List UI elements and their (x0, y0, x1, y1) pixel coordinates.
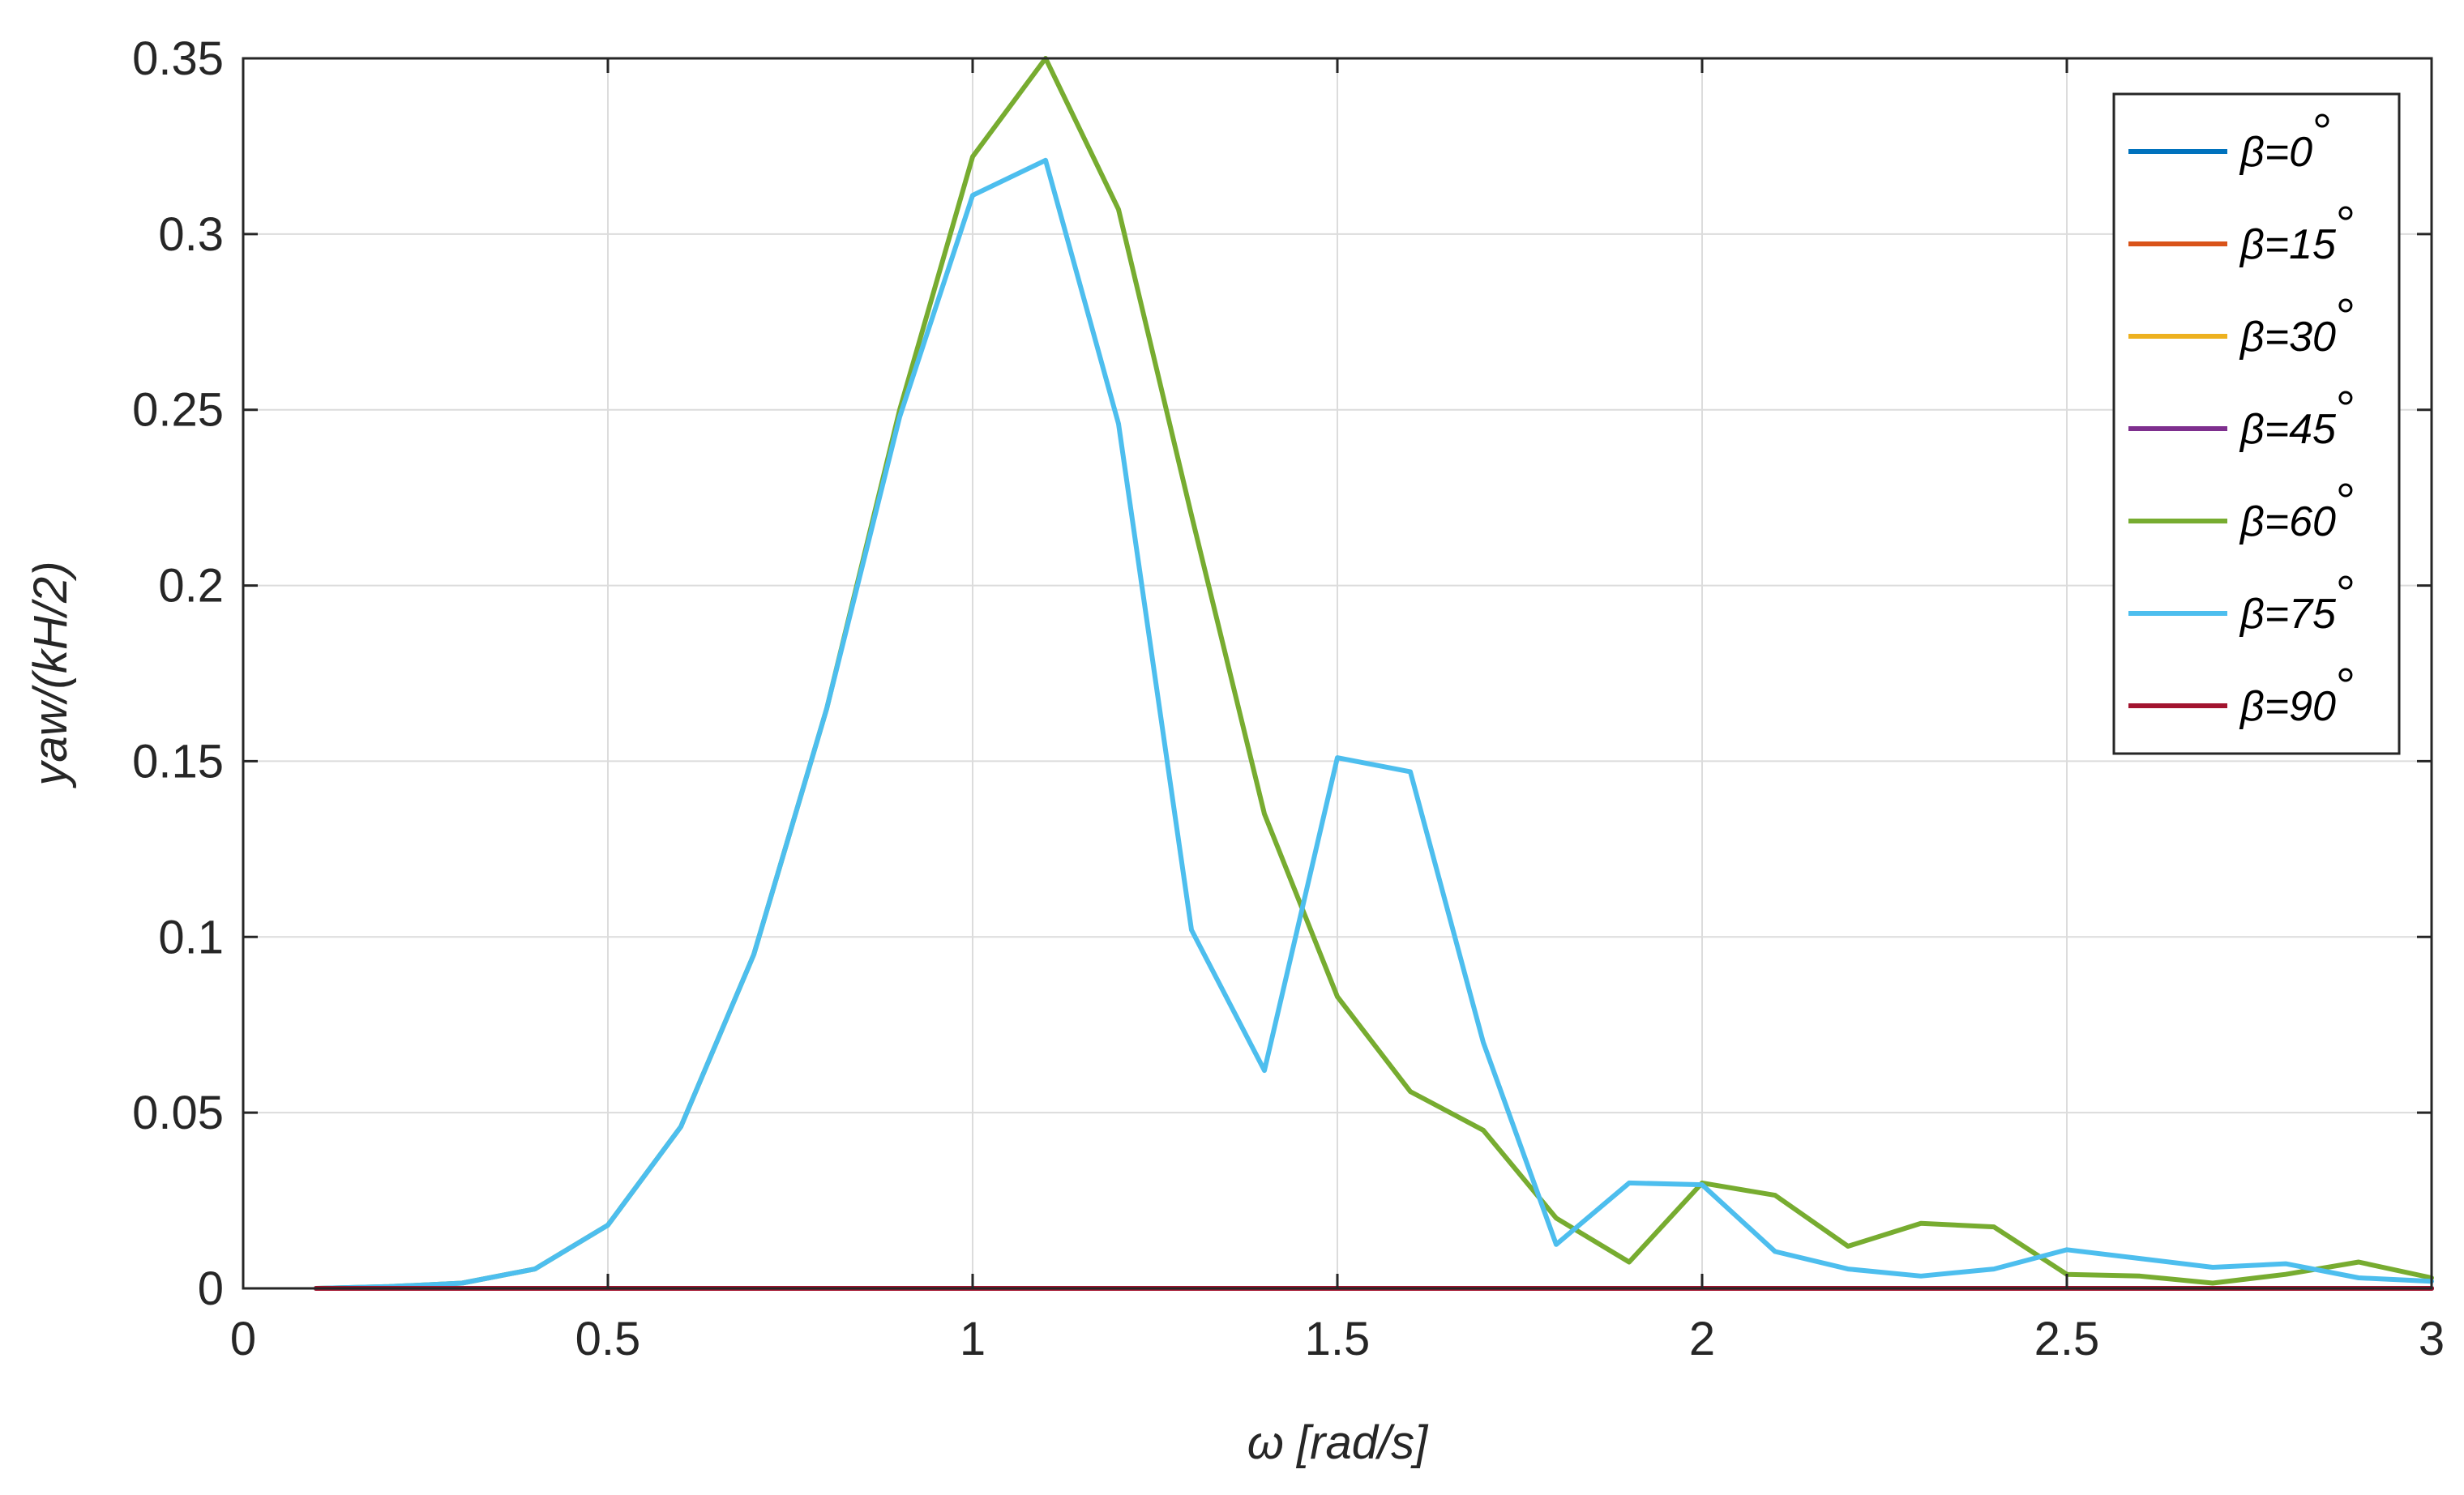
y-tick-labels: 0 0.05 0.1 0.15 0.2 0.25 0.3 0.35 (132, 32, 224, 1315)
x-tick-label: 2.5 (2034, 1313, 2100, 1365)
degree-symbol (2338, 668, 2353, 682)
y-axis-label: yaw/(kH/2) (24, 561, 77, 788)
x-tick-label: 3 (2419, 1313, 2445, 1365)
x-axis-label: ω [rad/s] (1247, 1416, 1429, 1469)
y-tick-label: 0.35 (132, 32, 224, 85)
x-tick-labels: 0 0.5 1 1.5 2 2.5 3 (230, 1313, 2445, 1365)
legend-label: β=90 (2239, 683, 2336, 730)
legend-box (2112, 92, 2401, 755)
degree-symbol (2315, 113, 2329, 128)
legend: β=0 β=15 β=30 β=45 β=60 β=75 β=90 (2112, 92, 2401, 755)
legend-label: β=30 (2239, 314, 2336, 361)
x-tick-label: 0.5 (575, 1313, 641, 1365)
legend-label: β=15 (2239, 221, 2337, 268)
axis-ticks (242, 57, 2433, 1290)
legend-label: β=45 (2239, 406, 2337, 453)
y-tick-label: 0.1 (158, 911, 224, 963)
legend-label: β=0 (2239, 129, 2312, 176)
series-line-75 (314, 157, 2434, 1291)
degree-symbol (2338, 391, 2353, 405)
y-tick-label: 0.2 (158, 560, 224, 613)
y-tick-label: 0.3 (158, 208, 224, 261)
x-tick-label: 1 (960, 1313, 986, 1365)
legend-label: β=75 (2239, 591, 2337, 638)
degree-symbol (2338, 206, 2353, 220)
degree-symbol (2338, 483, 2353, 498)
y-tick-label: 0.15 (132, 735, 224, 788)
y-tick-label: 0 (198, 1262, 224, 1315)
x-tick-label: 2 (1689, 1313, 1715, 1365)
degree-symbol (2338, 298, 2353, 313)
y-tick-label: 0.25 (132, 384, 224, 437)
x-tick-label: 0 (230, 1313, 256, 1365)
y-tick-label: 0.05 (132, 1087, 224, 1139)
x-tick-label: 1.5 (1305, 1313, 1371, 1365)
legend-label: β=60 (2239, 498, 2336, 545)
degree-symbol (2338, 575, 2353, 590)
